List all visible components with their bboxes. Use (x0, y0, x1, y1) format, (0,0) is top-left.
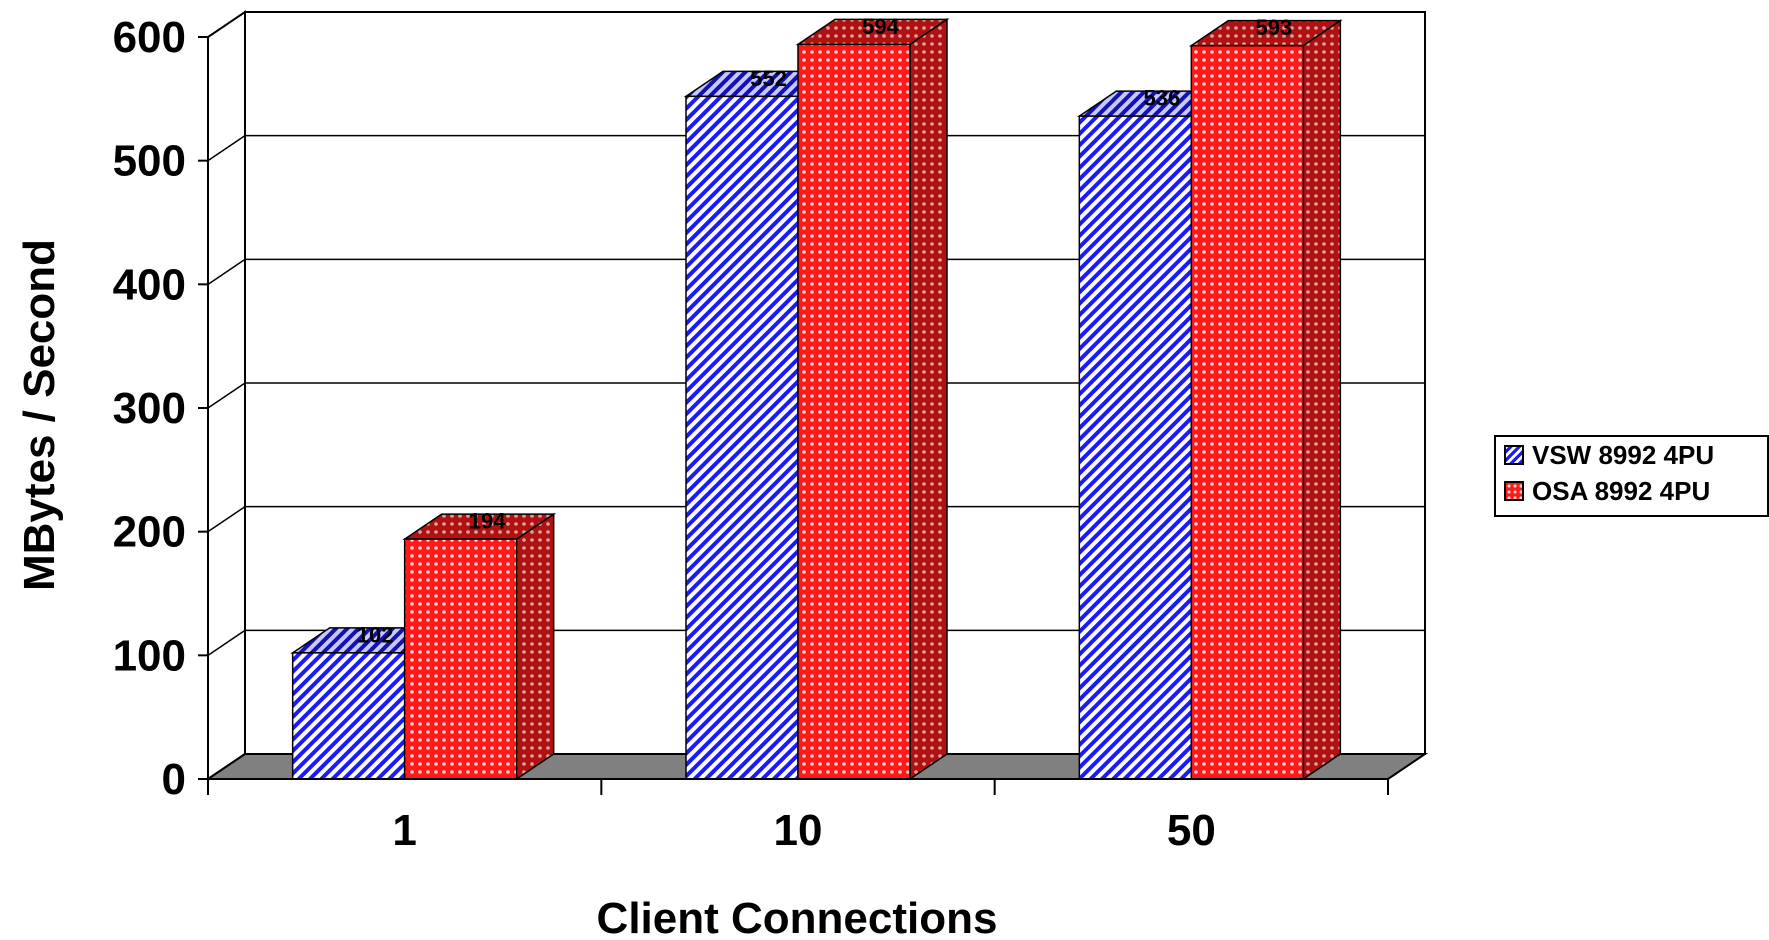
gridline (207, 505, 1425, 533)
legend-item-vsw: VSW 8992 4PU (1496, 437, 1767, 473)
data-label: 536 (1143, 86, 1180, 111)
bar-osa-1 (402, 512, 557, 781)
legend-label-vsw: VSW 8992 4PU (1532, 439, 1715, 470)
y-axis-title: MBytes / Second (15, 239, 64, 591)
gridline (207, 11, 1425, 38)
bars: 102 194 552 594 536 593 (290, 14, 1343, 781)
gridlines (207, 11, 1425, 656)
gridline (207, 382, 1425, 409)
bar-front-face (403, 538, 518, 780)
legend: VSW 8992 4PU OSA 8992 4PU (1494, 435, 1769, 517)
x-tick-label: 50 (1167, 806, 1216, 855)
y-tick-label: 100 (113, 631, 186, 680)
y-tick-label: 300 (113, 384, 186, 433)
data-label: 194 (469, 509, 506, 534)
data-label: 593 (1255, 15, 1292, 40)
bar-side-face (1302, 19, 1342, 781)
bar-front-face (685, 95, 799, 780)
x-tick-label: 1 (392, 806, 416, 855)
data-label: 552 (750, 66, 787, 91)
bar-osa-10 (795, 18, 950, 781)
legend-swatch-osa (1504, 481, 1524, 501)
data-label: 594 (862, 14, 899, 39)
gridline (207, 134, 1425, 162)
bar-front-face (1078, 115, 1193, 780)
legend-item-osa: OSA 8992 4PU (1496, 473, 1767, 509)
y-tick-label: 400 (113, 260, 186, 309)
bar-side-face (515, 512, 555, 781)
y-tick-label: 500 (113, 137, 186, 186)
bar-side-face (909, 18, 948, 781)
gridline (207, 258, 1425, 285)
bar-osa-50 (1188, 19, 1343, 781)
axes (198, 36, 1389, 795)
y-tick-label: 600 (113, 13, 186, 62)
legend-swatch-vsw (1504, 445, 1524, 465)
x-tick-label: 10 (774, 806, 823, 855)
legend-label-osa: OSA 8992 4PU (1532, 475, 1711, 506)
bar-front-face (797, 43, 911, 780)
y-tick-label: 0 (162, 755, 186, 804)
bar-front-face (291, 652, 406, 780)
bar-front-face (1190, 44, 1305, 780)
tick-labels: 0 100 200 300 400 500 600 1 10 50 (113, 13, 1216, 855)
y-tick-label: 200 (113, 508, 186, 557)
gridline (207, 629, 1425, 656)
data-label: 102 (357, 622, 394, 647)
x-axis-title: Client Connections (597, 894, 998, 940)
